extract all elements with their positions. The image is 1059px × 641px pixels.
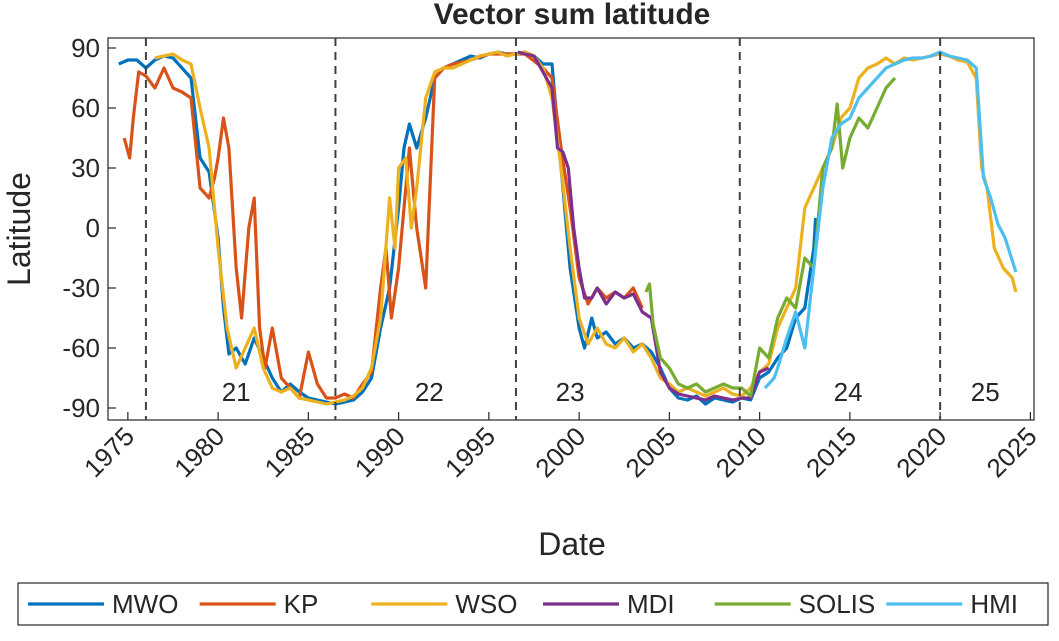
- x-tick-label: 1990: [349, 421, 411, 483]
- series-line: [763, 50, 1018, 390]
- chart-title: Vector sum latitude: [434, 0, 711, 31]
- legend-box: [17, 582, 1049, 626]
- legend-label: MDI: [627, 589, 675, 619]
- y-tick-label: 90: [71, 33, 100, 63]
- cycle-label: 25: [971, 377, 1000, 407]
- cycle-label: 24: [834, 377, 863, 407]
- x-tick-label: 1985: [258, 421, 320, 483]
- series-line: [122, 52, 644, 400]
- legend-label: SOLIS: [799, 589, 876, 619]
- y-tick-label: -60: [62, 333, 100, 363]
- y-tick-label: 60: [71, 93, 100, 123]
- legend-label: KP: [284, 589, 319, 619]
- x-axis-label: Date: [538, 526, 606, 562]
- y-tick-label: -30: [62, 273, 100, 303]
- y-axis-label: Latitude: [1, 172, 37, 286]
- x-tick-label: 2005: [620, 421, 682, 483]
- y-tick-label: 30: [71, 153, 100, 183]
- series-line: [644, 76, 897, 398]
- x-tick-label: 2000: [529, 421, 591, 483]
- cycle-label: 22: [415, 377, 444, 407]
- cycle-label: 23: [556, 377, 585, 407]
- x-tick-label: 1975: [78, 421, 140, 483]
- legend-label: MWO: [112, 589, 178, 619]
- series-line: [517, 50, 770, 402]
- lines: [118, 50, 1018, 406]
- x-tick-label: 2025: [981, 421, 1043, 483]
- y-tick-label: 0: [86, 213, 100, 243]
- series-line: [154, 50, 1018, 406]
- cycle-label: 21: [222, 377, 251, 407]
- x-tick-label: 2020: [890, 421, 952, 483]
- legend-label: HMI: [970, 589, 1018, 619]
- x-tick-label: 2010: [710, 421, 772, 483]
- legend-label: WSO: [455, 589, 517, 619]
- x-tick-label: 2015: [800, 421, 862, 483]
- x-tick-label: 1980: [168, 421, 230, 483]
- x-tick-label: 1995: [439, 421, 501, 483]
- y-tick-label: -90: [62, 393, 100, 423]
